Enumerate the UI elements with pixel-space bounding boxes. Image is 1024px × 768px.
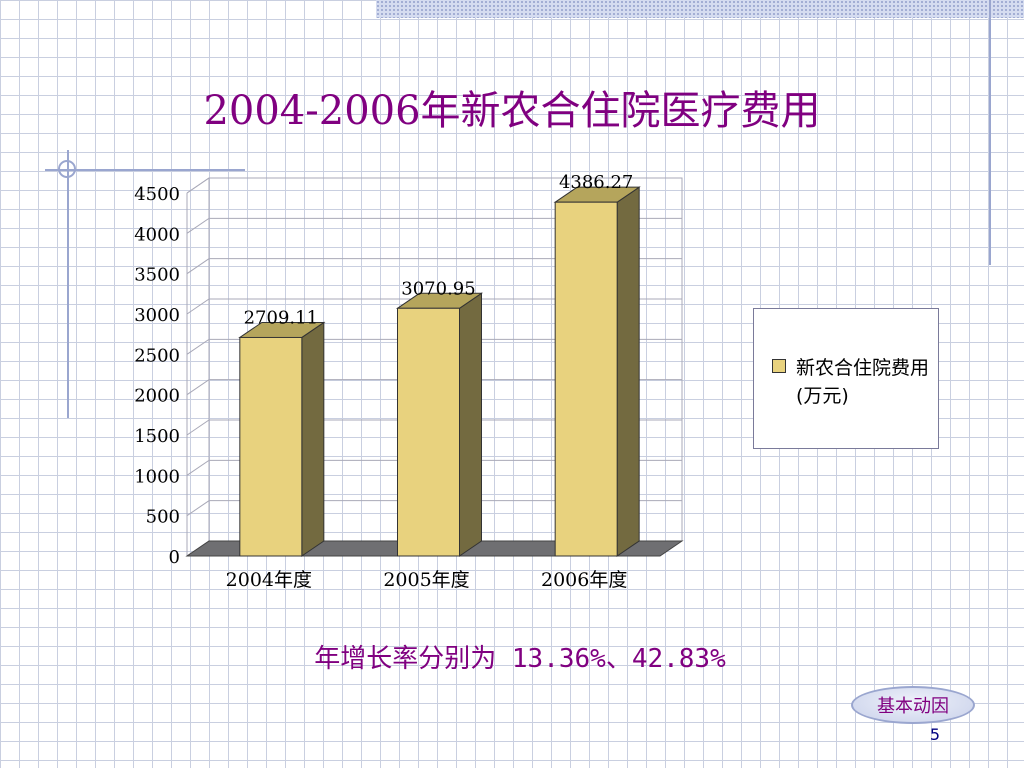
x-tick-label: 2005年度 bbox=[383, 569, 469, 591]
gridline bbox=[186, 177, 682, 194]
y-tick-label: 2500 bbox=[134, 345, 180, 366]
gridline bbox=[186, 459, 682, 476]
bar bbox=[239, 336, 303, 557]
data-label: 3070.95 bbox=[401, 278, 475, 299]
bar-side bbox=[616, 186, 640, 557]
gridline bbox=[186, 298, 682, 315]
legend-swatch bbox=[772, 359, 786, 373]
y-tick-label: 1000 bbox=[134, 466, 180, 487]
decorative-right-line bbox=[989, 0, 991, 265]
gridline bbox=[186, 500, 682, 517]
data-label: 4386.27 bbox=[559, 172, 633, 193]
decorative-left-hline bbox=[45, 169, 245, 171]
y-tick-label: 3500 bbox=[134, 265, 180, 286]
gridline bbox=[186, 419, 682, 436]
slide-title: 2004-2006年新农合住院医疗费用 bbox=[203, 88, 821, 134]
nav-button-basic-causes[interactable]: 基本动因 bbox=[851, 686, 975, 724]
gridline bbox=[186, 379, 682, 396]
x-tick-label: 2006年度 bbox=[541, 569, 627, 591]
x-tick-label: 2004年度 bbox=[226, 569, 312, 591]
chart-legend: 新农合住院费用(万元) bbox=[753, 308, 939, 449]
bar bbox=[554, 201, 618, 557]
y-tick-label: 3000 bbox=[134, 305, 180, 326]
bar-side bbox=[459, 292, 482, 557]
decorative-top-band bbox=[376, 0, 1024, 18]
y-tick-label: 0 bbox=[169, 547, 180, 568]
decorative-circle bbox=[58, 160, 76, 178]
y-tick-label: 4000 bbox=[134, 224, 180, 245]
y-tick-label: 1500 bbox=[134, 426, 180, 447]
legend-label: 新农合住院费用(万元) bbox=[796, 357, 930, 407]
gridline bbox=[186, 217, 682, 234]
data-label: 2709.11 bbox=[244, 307, 318, 328]
slide-number: 5 bbox=[929, 725, 940, 744]
y-tick-label: 4500 bbox=[134, 184, 180, 205]
gridline bbox=[186, 338, 682, 355]
y-tick-label: 2000 bbox=[134, 386, 180, 407]
growth-rate-note: 年增长率分别为 13.36%、42.83% bbox=[314, 644, 726, 674]
decorative-left-line bbox=[67, 150, 69, 418]
bar bbox=[397, 307, 460, 557]
gridline bbox=[186, 258, 682, 275]
bar-side bbox=[301, 321, 325, 557]
y-tick-label: 500 bbox=[146, 507, 180, 528]
